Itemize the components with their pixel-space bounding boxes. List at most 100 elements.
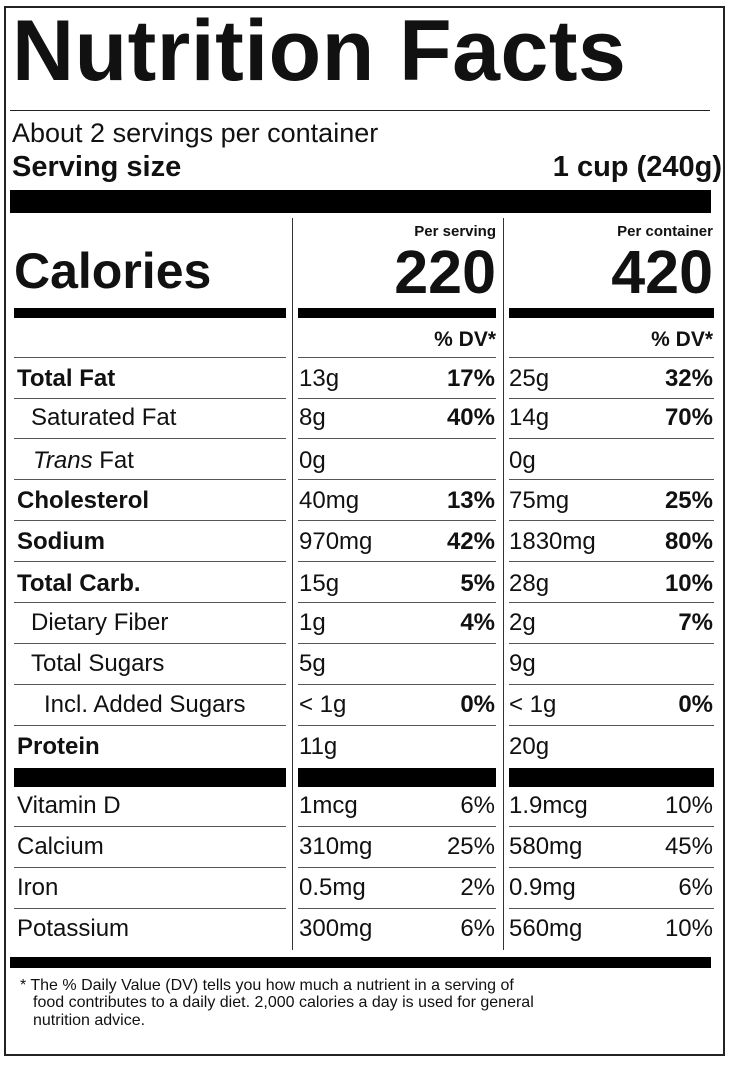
footnote-line: * The % Daily Value (DV) tells you how m… <box>20 977 514 994</box>
row-separator <box>509 643 714 644</box>
container-dv: 6% <box>678 874 713 901</box>
container-dv: 80% <box>664 528 713 555</box>
dv-header-serving: % DV* <box>434 328 496 351</box>
container-amount: 0.9mg <box>509 874 576 901</box>
row-separator <box>509 561 714 562</box>
footnote-line: food contributes to a daily diet. 2,000 … <box>33 994 534 1012</box>
row-separator <box>298 725 496 726</box>
row-separator <box>298 867 496 868</box>
calories-bar-left <box>14 308 286 318</box>
nutrient-name: Dietary Fiber <box>31 609 169 636</box>
serving-divider-bar <box>10 190 711 213</box>
serving-amount: 300mg <box>299 915 373 942</box>
nutrient-name: Trans Fat <box>33 449 134 473</box>
serving-amount: 970mg <box>299 528 373 555</box>
nutrient-name: Incl. Added Sugars <box>44 691 246 718</box>
row-separator <box>509 520 714 521</box>
container-dv: 7% <box>678 609 713 636</box>
row-separator <box>14 479 286 480</box>
serving-dv: 4% <box>460 609 495 636</box>
serving-amount: 310mg <box>299 833 373 860</box>
container-amount: 9g <box>509 650 536 677</box>
container-amount: 25g <box>509 365 550 392</box>
row-separator <box>14 725 286 726</box>
serving-amount: 13g <box>299 365 340 392</box>
calories-per-container: 420 <box>611 238 713 306</box>
container-amount: 28g <box>509 570 550 597</box>
container-dv: 0% <box>678 691 713 718</box>
serving-amount: 0.5mg <box>299 874 366 901</box>
row-separator <box>14 684 286 685</box>
container-amount: 560mg <box>509 915 583 942</box>
calories-bar-serving <box>298 308 496 318</box>
nutrient-name-italic: Trans <box>33 447 93 474</box>
row-separator <box>14 561 286 562</box>
container-amount: 20g <box>509 733 550 760</box>
serving-amount: 40mg <box>299 487 360 514</box>
per-serving-label: Per serving <box>414 223 496 240</box>
footnote-divider-bar <box>10 957 711 968</box>
row-separator <box>298 398 496 399</box>
row-separator <box>298 357 496 358</box>
row-separator <box>298 438 496 439</box>
calories-bar-container <box>509 308 714 318</box>
vitamin-name: Vitamin D <box>17 792 121 819</box>
row-separator <box>14 826 286 827</box>
serving-amount: 1mcg <box>299 792 358 819</box>
vitamin-divider-container <box>509 768 714 787</box>
container-dv: 10% <box>664 792 713 819</box>
vitamin-divider-serving <box>298 768 496 787</box>
row-separator <box>509 684 714 685</box>
vitamin-name: Iron <box>17 874 59 901</box>
label-title: Nutrition Facts <box>12 3 627 99</box>
nutrient-name: Protein <box>17 733 100 760</box>
container-amount: < 1g <box>509 691 557 718</box>
serving-dv: 25% <box>446 833 495 860</box>
row-separator <box>14 357 286 358</box>
serving-size-label: Serving size <box>12 151 182 183</box>
container-dv: 32% <box>664 365 713 392</box>
dv-header-container: % DV* <box>651 328 713 351</box>
vitamin-divider-left <box>14 768 286 787</box>
container-amount: 75mg <box>509 487 570 514</box>
row-separator <box>14 438 286 439</box>
nutrient-name: Total Sugars <box>31 650 165 677</box>
row-separator <box>509 398 714 399</box>
vitamin-name: Calcium <box>17 833 104 860</box>
container-dv: 10% <box>664 915 713 942</box>
footnote-line: nutrition advice. <box>33 1011 146 1029</box>
nutrient-name: Sodium <box>17 528 105 555</box>
serving-dv: 0% <box>460 691 495 718</box>
row-separator <box>298 520 496 521</box>
serving-dv: 2% <box>460 874 495 901</box>
serving-amount: 1g <box>299 609 326 636</box>
serving-dv: 40% <box>446 404 495 431</box>
serving-dv: 17% <box>446 365 495 392</box>
servings-per-container: About 2 servings per container <box>12 118 379 148</box>
row-separator <box>298 561 496 562</box>
nutrient-name: Cholesterol <box>17 487 150 514</box>
row-separator <box>509 602 714 603</box>
container-dv: 10% <box>664 570 713 597</box>
serving-amount: < 1g <box>299 691 347 718</box>
serving-dv: 13% <box>446 487 495 514</box>
row-separator <box>509 867 714 868</box>
serving-size-value: 1 cup (240g) <box>552 151 722 183</box>
serving-dv: 5% <box>460 570 495 597</box>
calories-per-serving: 220 <box>394 238 496 306</box>
nutrient-name: Total Carb. <box>17 570 141 597</box>
nutrient-name: Saturated Fat <box>31 404 177 431</box>
container-amount: 14g <box>509 404 550 431</box>
row-separator <box>14 908 286 909</box>
serving-dv: 6% <box>460 792 495 819</box>
row-separator <box>298 826 496 827</box>
vitamin-name: Potassium <box>17 915 130 942</box>
container-dv: 45% <box>664 833 713 860</box>
calories-label: Calories <box>14 243 212 299</box>
container-dv: 70% <box>664 404 713 431</box>
container-amount: 1830mg <box>509 528 596 555</box>
row-separator <box>509 438 714 439</box>
serving-amount: 0g <box>299 447 326 474</box>
column-divider-serving <box>292 218 293 950</box>
container-dv: 25% <box>664 487 713 514</box>
